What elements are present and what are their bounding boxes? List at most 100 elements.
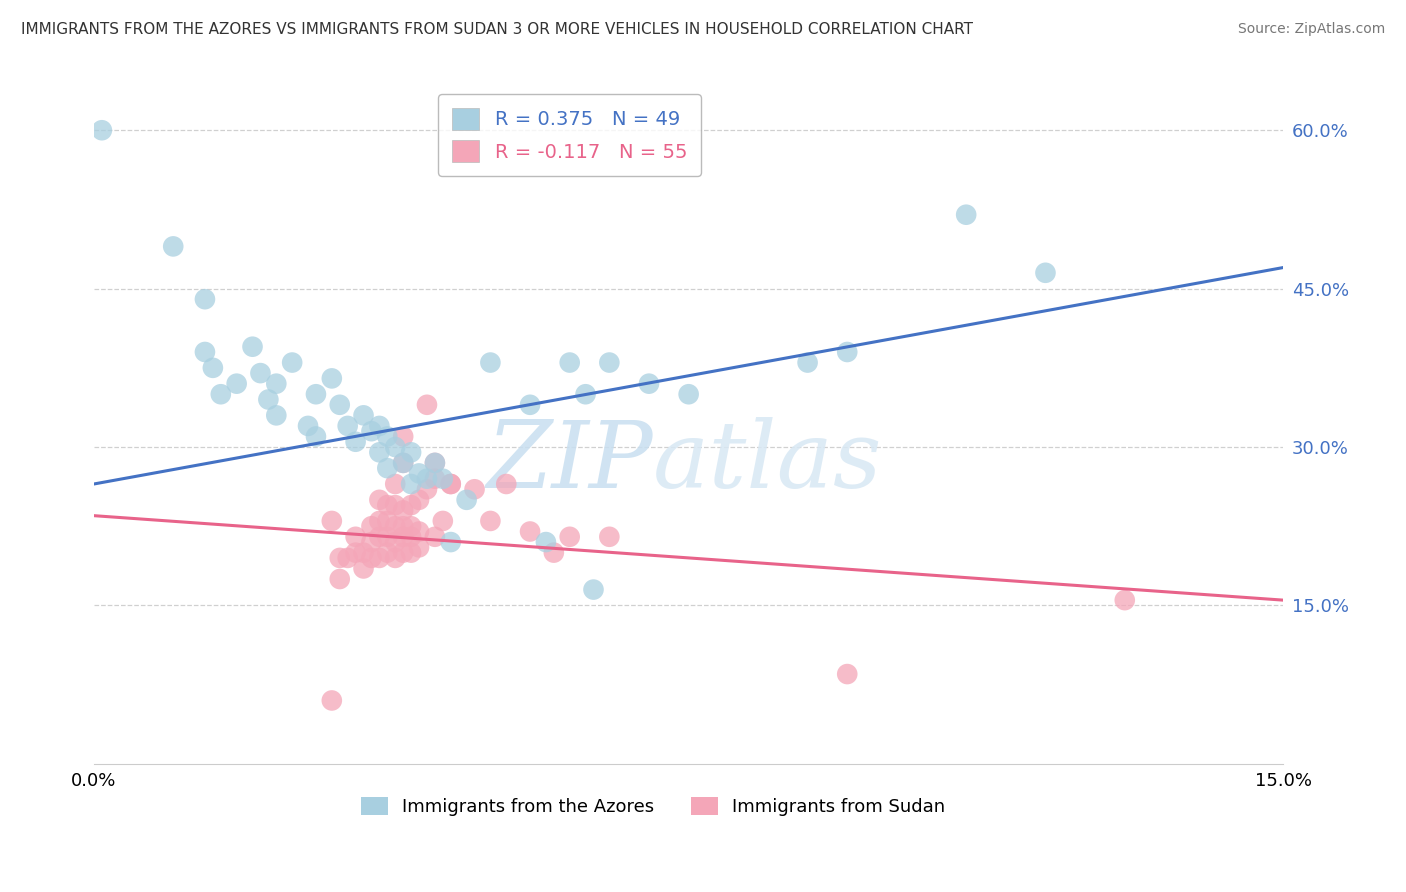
Point: [456, 492, 478, 507]
Point: [375, 514, 398, 528]
Point: [392, 546, 415, 560]
Point: [837, 345, 859, 359]
Point: [225, 376, 247, 391]
Point: [90, 123, 112, 137]
Point: [194, 345, 217, 359]
Point: [249, 366, 271, 380]
Point: [408, 467, 430, 481]
Point: [353, 409, 375, 423]
Point: [392, 503, 415, 517]
Point: [416, 483, 439, 497]
Point: [495, 477, 517, 491]
Point: [336, 550, 359, 565]
Point: [201, 360, 224, 375]
Text: IMMIGRANTS FROM THE AZORES VS IMMIGRANTS FROM SUDAN 3 OR MORE VEHICLES IN HOUSEH: IMMIGRANTS FROM THE AZORES VS IMMIGRANTS…: [21, 22, 973, 37]
Point: [399, 477, 422, 491]
Point: [399, 445, 422, 459]
Point: [392, 456, 415, 470]
Point: [242, 340, 264, 354]
Point: [408, 541, 430, 555]
Point: [368, 418, 391, 433]
Point: [321, 371, 343, 385]
Text: atlas: atlas: [652, 417, 883, 507]
Point: [837, 667, 859, 681]
Point: [344, 546, 367, 560]
Point: [408, 492, 430, 507]
Text: Source: ZipAtlas.com: Source: ZipAtlas.com: [1237, 22, 1385, 37]
Point: [638, 376, 661, 391]
Point: [440, 477, 463, 491]
Point: [392, 429, 415, 443]
Point: [558, 530, 581, 544]
Point: [375, 461, 398, 475]
Point: [321, 693, 343, 707]
Point: [1035, 266, 1057, 280]
Point: [392, 530, 415, 544]
Point: [416, 398, 439, 412]
Point: [368, 514, 391, 528]
Point: [329, 572, 352, 586]
Point: [399, 519, 422, 533]
Point: [384, 535, 406, 549]
Point: [796, 355, 818, 369]
Point: [375, 530, 398, 544]
Point: [440, 535, 463, 549]
Point: [384, 519, 406, 533]
Point: [329, 550, 352, 565]
Legend: Immigrants from the Azores, Immigrants from Sudan: Immigrants from the Azores, Immigrants f…: [353, 789, 952, 823]
Point: [368, 445, 391, 459]
Point: [375, 546, 398, 560]
Point: [375, 429, 398, 443]
Point: [360, 550, 382, 565]
Point: [162, 239, 184, 253]
Point: [955, 208, 977, 222]
Point: [416, 472, 439, 486]
Point: [432, 472, 454, 486]
Point: [1114, 593, 1136, 607]
Point: [423, 456, 446, 470]
Point: [329, 398, 352, 412]
Point: [297, 418, 319, 433]
Point: [598, 530, 620, 544]
Point: [321, 514, 343, 528]
Point: [336, 418, 359, 433]
Point: [519, 398, 541, 412]
Text: ZIP: ZIP: [486, 417, 652, 507]
Point: [194, 292, 217, 306]
Point: [344, 434, 367, 449]
Point: [392, 456, 415, 470]
Point: [440, 477, 463, 491]
Point: [423, 472, 446, 486]
Point: [399, 498, 422, 512]
Point: [399, 530, 422, 544]
Point: [360, 424, 382, 438]
Point: [353, 561, 375, 575]
Point: [305, 429, 328, 443]
Point: [558, 355, 581, 369]
Point: [464, 483, 486, 497]
Point: [519, 524, 541, 539]
Point: [209, 387, 232, 401]
Point: [384, 440, 406, 454]
Point: [368, 492, 391, 507]
Point: [368, 530, 391, 544]
Point: [353, 546, 375, 560]
Point: [543, 546, 565, 560]
Point: [305, 387, 328, 401]
Point: [266, 376, 288, 391]
Point: [479, 514, 502, 528]
Point: [344, 530, 367, 544]
Point: [384, 477, 406, 491]
Point: [432, 514, 454, 528]
Point: [399, 546, 422, 560]
Point: [368, 550, 391, 565]
Point: [384, 498, 406, 512]
Point: [408, 524, 430, 539]
Point: [384, 550, 406, 565]
Point: [257, 392, 280, 407]
Point: [423, 530, 446, 544]
Point: [423, 456, 446, 470]
Point: [582, 582, 605, 597]
Point: [479, 355, 502, 369]
Point: [281, 355, 304, 369]
